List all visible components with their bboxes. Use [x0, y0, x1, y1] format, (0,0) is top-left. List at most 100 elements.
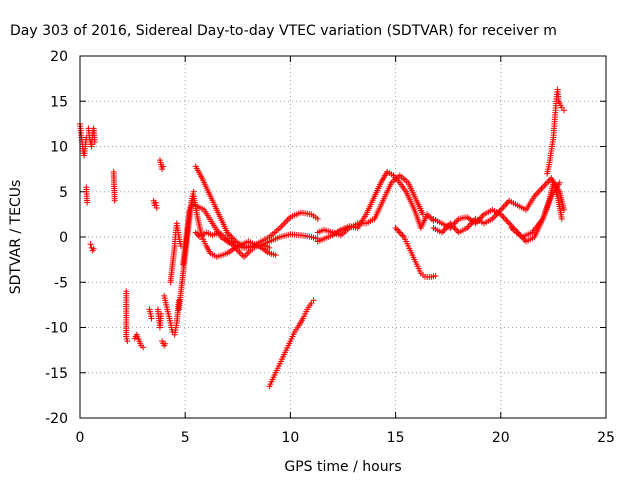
- data-point: [479, 212, 486, 219]
- data-point: [111, 197, 118, 204]
- data-point: [560, 107, 567, 114]
- x-tick-label: 25: [597, 430, 615, 446]
- data-point: [451, 224, 458, 231]
- series-sparse-4: [146, 306, 155, 322]
- data-point: [503, 217, 510, 224]
- data-point: [237, 250, 244, 257]
- data-point: [537, 187, 544, 194]
- data-point: [500, 203, 507, 210]
- series-sparse-6: [154, 306, 165, 331]
- data-point: [192, 229, 199, 236]
- data-point: [427, 214, 434, 221]
- y-tick-label: 20: [50, 49, 68, 65]
- data-point: [124, 338, 131, 345]
- data-point: [499, 212, 506, 219]
- x-tick-label: 15: [387, 430, 405, 446]
- x-tick-label: 10: [281, 430, 299, 446]
- series-sparse-8: [159, 338, 169, 349]
- data-point: [538, 185, 545, 192]
- data-point: [153, 202, 160, 209]
- data-point: [266, 244, 273, 251]
- data-point: [539, 184, 546, 191]
- series-cluster-4h: [161, 292, 182, 338]
- series-drop-15h: [392, 224, 439, 280]
- y-tick-label: -5: [54, 275, 68, 291]
- series-arch-4: [192, 229, 273, 260]
- data-points: [77, 86, 567, 390]
- data-point: [162, 340, 169, 347]
- data-point: [241, 253, 248, 260]
- data-point: [535, 188, 542, 195]
- data-point: [532, 191, 539, 198]
- data-point: [91, 138, 98, 145]
- x-axis-label: GPS time / hours: [284, 459, 401, 475]
- axis-ticks: [79, 55, 607, 419]
- data-point: [87, 241, 94, 248]
- data-point: [90, 245, 97, 252]
- data-point: [148, 315, 155, 322]
- data-point: [478, 214, 485, 221]
- data-point: [159, 166, 166, 173]
- data-point: [465, 223, 472, 230]
- series-arch-3: [190, 193, 279, 260]
- series-sparse-3: [131, 331, 147, 351]
- series-rise-4h: [167, 220, 184, 286]
- series-sparse-1: [110, 168, 118, 204]
- data-point: [84, 199, 91, 206]
- data-point: [534, 190, 541, 197]
- y-tick-label: -20: [45, 411, 68, 427]
- data-point: [558, 215, 565, 222]
- series-sparse-5: [150, 197, 160, 212]
- y-tick-label: 5: [59, 185, 68, 201]
- data-point: [278, 223, 285, 230]
- data-point: [490, 214, 497, 221]
- data-point: [279, 221, 286, 228]
- data-point: [560, 206, 567, 213]
- x-tick-label: 0: [76, 430, 85, 446]
- data-point: [245, 249, 252, 256]
- y-tick-label: 0: [59, 230, 68, 246]
- series-spike-22h: [544, 86, 567, 177]
- series-steep-rise-a: [175, 188, 197, 313]
- y-tick-labels: -20 -15 -10 -5 0 5 10 15 20: [45, 49, 68, 427]
- data-point: [236, 249, 243, 256]
- data-point: [314, 215, 321, 222]
- series-sparse-7: [156, 157, 167, 173]
- data-point: [541, 182, 548, 189]
- y-tick-label: 10: [50, 140, 68, 156]
- series-arch-1: [192, 163, 321, 250]
- data-point: [392, 224, 399, 231]
- series-diagonal: [266, 297, 317, 390]
- data-point: [284, 217, 291, 224]
- data-point: [542, 181, 549, 188]
- series-early-sparse-a: [83, 184, 91, 206]
- chart-title: Day 303 of 2016, Sidereal Day-to-day VTE…: [10, 23, 557, 39]
- y-tick-label: 15: [50, 94, 68, 110]
- grid-lines: [80, 56, 606, 418]
- data-point: [395, 227, 402, 234]
- y-tick-label: -10: [45, 321, 68, 337]
- data-point: [272, 252, 279, 259]
- plot-frame: [79, 55, 607, 419]
- data-point: [545, 178, 552, 185]
- data-point: [509, 223, 516, 230]
- x-tick-labels: 0 5 10 15 20 25: [76, 430, 615, 446]
- data-point: [450, 223, 457, 230]
- data-point: [158, 310, 165, 317]
- x-tick-label: 5: [181, 430, 190, 446]
- series-early-sparse-b: [87, 241, 97, 254]
- data-point: [499, 205, 506, 212]
- data-point: [194, 230, 201, 237]
- data-point: [242, 252, 249, 259]
- data-point: [504, 218, 511, 225]
- data-point: [244, 250, 251, 257]
- series-late-cluster-3: [508, 179, 565, 240]
- data-point: [432, 272, 439, 279]
- data-point: [281, 220, 288, 227]
- data-point: [440, 227, 447, 234]
- data-point: [310, 297, 317, 304]
- data-point: [152, 199, 159, 206]
- data-point: [452, 218, 459, 225]
- data-point: [282, 218, 289, 225]
- data-point: [492, 212, 499, 219]
